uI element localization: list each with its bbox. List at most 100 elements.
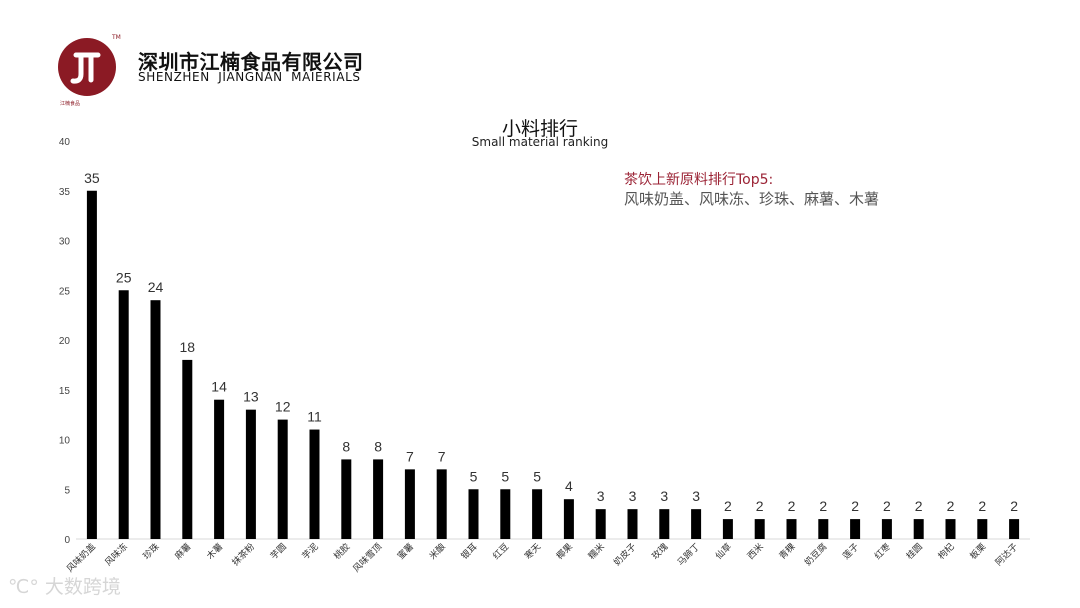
- bar-value-label: 14: [211, 379, 227, 395]
- bar-value-label: 2: [915, 498, 923, 514]
- y-tick-label: 10: [59, 436, 71, 447]
- x-tick-label: 枸杞: [935, 541, 956, 562]
- x-tick-label: 风味雪顶: [350, 541, 384, 575]
- x-tick-label: 西米: [745, 541, 766, 562]
- x-tick-label: 阿达子: [993, 541, 1021, 569]
- bar-value-label: 3: [692, 488, 700, 504]
- bar-value-label: 2: [756, 498, 764, 514]
- y-tick-label: 15: [59, 386, 71, 397]
- bar: [532, 489, 543, 539]
- x-tick-label: 莲子: [840, 541, 861, 562]
- x-tick-label: 青稞: [776, 541, 797, 562]
- x-tick-label: 桂圆: [904, 541, 925, 562]
- y-tick-label: 25: [59, 286, 71, 297]
- y-tick-label: 20: [59, 336, 71, 347]
- bar-value-label: 11: [307, 409, 322, 425]
- bar: [945, 519, 956, 539]
- company-name-en: SHENZHEN JIANGNAN MAIERIALS: [138, 70, 361, 84]
- bar: [977, 519, 988, 539]
- bar: [1009, 519, 1020, 539]
- bar-value-label: 2: [851, 498, 859, 514]
- bar: [913, 519, 924, 539]
- bar-value-label: 3: [660, 488, 668, 504]
- bar: [86, 190, 97, 539]
- x-tick-label: 马蹄丁: [675, 541, 703, 569]
- bar-value-label: 12: [275, 399, 291, 415]
- bar: [627, 509, 638, 539]
- y-tick-label: 30: [59, 237, 71, 248]
- bar-value-label: 24: [148, 279, 164, 295]
- company-name-cn: 深圳市江楠食品有限公司: [138, 50, 364, 74]
- x-tick-label: 玫瑰: [649, 541, 670, 562]
- bar: [850, 519, 861, 539]
- watermark-logo-icon: ℃°: [8, 576, 39, 598]
- bar: [341, 459, 352, 539]
- bar: [563, 499, 574, 539]
- bar-value-label: 5: [533, 468, 541, 484]
- x-tick-label: 糯米: [586, 541, 607, 562]
- bar: [468, 489, 479, 539]
- bar-value-label: 35: [84, 170, 100, 186]
- bar-value-label: 2: [978, 498, 986, 514]
- y-tick-label: 40: [59, 137, 71, 148]
- x-tick-label: 蜜薯: [395, 541, 416, 562]
- x-tick-label: 奶皮子: [611, 541, 639, 569]
- bar: [182, 359, 193, 539]
- x-tick-label: 麻薯: [172, 541, 193, 562]
- bar: [245, 409, 256, 539]
- x-tick-label: 芋泥: [300, 541, 321, 562]
- watermark-text: 大数跨境: [44, 576, 121, 598]
- logo-trademark: TM: [112, 34, 121, 41]
- company-logo: TM 江楠食品: [58, 34, 121, 107]
- logo-circle: [58, 38, 116, 96]
- x-tick-label: 桃胶: [331, 541, 352, 562]
- top5-note-title: 茶饮上新原料排行Top5:: [624, 172, 774, 188]
- top5-note-body: 风味奶盖、风味冻、珍珠、麻薯、木薯: [624, 190, 880, 208]
- x-tick-label: 木薯: [204, 541, 225, 562]
- x-tick-label: 寒天: [522, 541, 543, 562]
- bar-value-label: 2: [947, 498, 955, 514]
- x-tick-label: 椰果: [554, 541, 575, 562]
- x-tick-label: 板栗: [967, 541, 988, 562]
- watermark: ℃° 大数跨境: [8, 572, 121, 599]
- bar-value-label: 18: [180, 339, 196, 355]
- logo-monogram-icon: [70, 52, 101, 84]
- x-tick-label: 奶豆腐: [802, 541, 830, 569]
- y-tick-label: 35: [59, 187, 71, 198]
- bar: [373, 459, 384, 539]
- bar-value-label: 2: [1010, 498, 1018, 514]
- bar: [881, 519, 892, 539]
- bar-value-label: 2: [819, 498, 827, 514]
- y-tick-label: 5: [64, 485, 70, 496]
- bar-value-label: 2: [724, 498, 732, 514]
- x-tick-label: 抹茶粉: [229, 541, 257, 569]
- bar: [309, 429, 320, 539]
- bar-value-label: 3: [597, 488, 605, 504]
- bar: [277, 419, 288, 539]
- bar: [150, 300, 161, 539]
- x-tick-label: 米酿: [427, 541, 448, 562]
- bar: [436, 469, 447, 539]
- y-tick-label: 0: [64, 535, 70, 546]
- bar: [691, 509, 702, 539]
- bar: [659, 509, 670, 539]
- bar: [786, 519, 797, 539]
- logo-caption: 江楠食品: [60, 101, 81, 107]
- chart-title: 小料排行: [501, 118, 578, 140]
- bar-value-label: 13: [243, 389, 259, 405]
- chart-subtitle: Small material ranking: [471, 135, 609, 149]
- bar-value-label: 5: [470, 468, 478, 484]
- bar-value-label: 2: [883, 498, 891, 514]
- bar-value-label: 7: [438, 448, 446, 464]
- bar-value-label: 2: [788, 498, 796, 514]
- bar: [754, 519, 765, 539]
- bar-value-label: 5: [501, 468, 509, 484]
- x-tick-label: 红豆: [490, 541, 511, 562]
- bar: [500, 489, 511, 539]
- bar-value-label: 8: [342, 438, 350, 454]
- bar: [595, 509, 606, 539]
- x-tick-label: 珍珠: [140, 541, 161, 562]
- x-tick-label: 银耳: [458, 541, 479, 562]
- bar: [722, 519, 733, 539]
